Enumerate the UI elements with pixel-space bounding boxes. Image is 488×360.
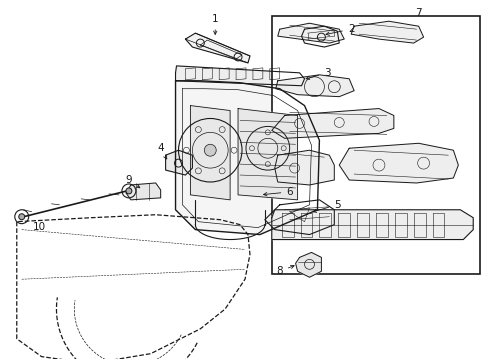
Text: 3: 3 — [305, 68, 330, 80]
Bar — [271, 16, 479, 274]
Polygon shape — [190, 105, 230, 200]
Polygon shape — [350, 21, 423, 43]
Polygon shape — [126, 183, 161, 200]
Polygon shape — [274, 150, 334, 185]
Text: 8: 8 — [276, 265, 293, 276]
Text: 1: 1 — [211, 14, 218, 35]
Text: 5: 5 — [312, 200, 340, 212]
Polygon shape — [275, 75, 353, 96]
Polygon shape — [175, 81, 319, 235]
Text: 10: 10 — [33, 222, 46, 231]
Text: 7: 7 — [414, 8, 421, 18]
Polygon shape — [238, 109, 297, 200]
Polygon shape — [277, 23, 344, 43]
Circle shape — [126, 188, 132, 194]
Circle shape — [204, 144, 216, 156]
Text: 2: 2 — [325, 24, 354, 35]
Polygon shape — [271, 109, 393, 138]
Polygon shape — [185, 33, 249, 63]
Polygon shape — [264, 200, 334, 235]
Polygon shape — [271, 210, 472, 239]
Polygon shape — [295, 252, 321, 277]
Text: 6: 6 — [263, 187, 292, 197]
Polygon shape — [165, 150, 192, 175]
Text: 4: 4 — [157, 143, 166, 159]
Polygon shape — [339, 143, 457, 183]
Circle shape — [19, 214, 25, 220]
Polygon shape — [301, 26, 339, 47]
Text: 9: 9 — [125, 175, 140, 188]
Polygon shape — [175, 66, 304, 86]
